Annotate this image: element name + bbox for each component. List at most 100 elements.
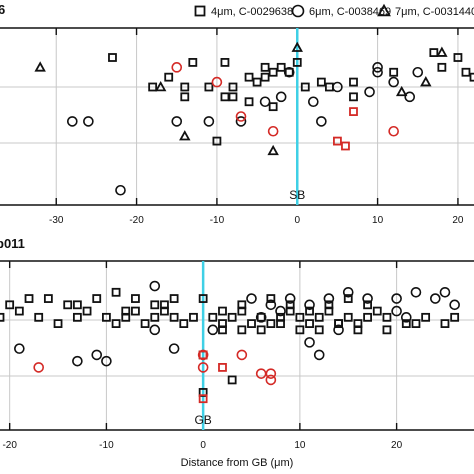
circle-marker xyxy=(430,293,441,304)
square-marker xyxy=(227,375,237,385)
square-marker xyxy=(363,300,372,310)
square-marker xyxy=(440,319,450,328)
square-marker xyxy=(276,62,286,72)
square-marker xyxy=(131,294,140,303)
circle-marker xyxy=(316,116,327,127)
circle-marker xyxy=(323,293,335,304)
x-tick-label: -10 xyxy=(99,440,114,451)
square-marker xyxy=(256,325,266,335)
circle-marker xyxy=(391,305,402,317)
square-marker xyxy=(268,67,278,77)
circle-marker xyxy=(255,312,267,323)
square-marker xyxy=(334,319,343,328)
circle-marker xyxy=(439,286,451,298)
square-marker xyxy=(179,319,189,328)
x-tick-label: -20 xyxy=(2,440,17,451)
square-marker xyxy=(285,300,295,310)
triangle-marker xyxy=(420,76,432,87)
square-marker xyxy=(305,319,314,328)
square-marker xyxy=(108,53,117,62)
circle-marker xyxy=(197,362,209,373)
circle-marker xyxy=(235,116,247,127)
circle-marker xyxy=(246,293,257,304)
circle-marker xyxy=(115,184,126,196)
circle-marker xyxy=(265,368,277,379)
square-marker xyxy=(316,77,326,87)
square-marker xyxy=(295,325,305,335)
square-marker xyxy=(300,82,310,92)
square-marker xyxy=(324,300,334,310)
square-marker xyxy=(0,312,5,322)
square-marker xyxy=(72,312,82,322)
square-marker xyxy=(260,72,270,82)
circle-marker xyxy=(449,299,460,311)
circle-marker xyxy=(14,343,25,354)
circle-marker xyxy=(267,125,279,137)
circle-marker xyxy=(388,125,399,137)
triangle-marker xyxy=(179,130,191,141)
square-marker xyxy=(204,82,214,92)
circle-marker xyxy=(236,349,248,361)
circle-marker xyxy=(67,116,78,127)
circle-marker xyxy=(342,286,354,298)
square-marker xyxy=(194,5,206,17)
circle-marker xyxy=(171,116,183,127)
square-marker xyxy=(252,77,262,87)
circle-marker xyxy=(332,81,343,93)
square-marker xyxy=(148,82,158,92)
triangle-marker xyxy=(291,41,303,52)
square-marker xyxy=(220,58,230,67)
square-marker xyxy=(256,312,266,322)
circle-marker xyxy=(304,337,315,348)
x-tick-label: 10 xyxy=(294,440,306,451)
x-tick-label: -10 xyxy=(210,215,225,226)
square-marker xyxy=(121,306,131,316)
square-marker xyxy=(53,319,63,328)
square-marker xyxy=(353,325,363,335)
square-marker xyxy=(349,107,358,116)
square-marker xyxy=(208,312,218,322)
square-marker xyxy=(180,82,190,92)
square-marker xyxy=(169,312,179,322)
square-marker xyxy=(14,306,24,316)
circle-marker xyxy=(207,324,219,336)
circle-marker xyxy=(171,62,183,73)
circle-marker xyxy=(284,293,296,304)
square-marker xyxy=(343,294,353,303)
square-marker xyxy=(198,350,208,360)
circle-marker xyxy=(362,293,373,304)
square-marker xyxy=(453,53,463,62)
triangle-marker xyxy=(436,46,448,57)
square-marker xyxy=(276,319,285,328)
square-marker xyxy=(131,306,140,316)
square-marker xyxy=(237,325,247,335)
square-marker xyxy=(218,363,227,372)
circle-marker xyxy=(372,66,383,78)
circle-marker xyxy=(168,343,180,354)
square-marker xyxy=(349,77,358,87)
square-marker xyxy=(164,72,174,82)
circle-marker xyxy=(83,116,94,127)
square-marker xyxy=(266,319,276,328)
legend-label: 7μm, C-0031440 xyxy=(395,6,474,18)
square-marker xyxy=(284,67,294,77)
square-marker xyxy=(349,92,358,102)
square-marker xyxy=(180,92,190,102)
square-marker xyxy=(212,136,222,146)
circle-marker xyxy=(410,286,422,298)
circle-marker xyxy=(149,280,161,292)
square-marker xyxy=(82,306,92,316)
square-marker xyxy=(450,312,460,322)
square-marker xyxy=(218,325,227,335)
circle-marker xyxy=(259,96,271,108)
square-marker xyxy=(305,306,314,316)
square-marker xyxy=(228,82,238,92)
circle-marker xyxy=(304,299,315,311)
square-marker xyxy=(437,62,447,72)
x-tick-label: 0 xyxy=(294,215,300,226)
circle-marker xyxy=(313,349,325,361)
triangle-marker xyxy=(154,80,167,92)
circle-marker xyxy=(33,362,44,373)
triangle-marker xyxy=(377,3,391,17)
